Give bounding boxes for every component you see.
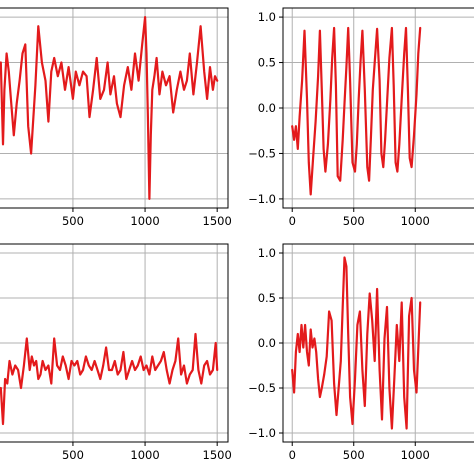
y-tick-label: 0.0 [258, 336, 276, 350]
y-tick-label: 0.0 [258, 101, 276, 115]
y-tick-label: 1.0 [258, 246, 276, 260]
x-tick-label: 0 [289, 214, 296, 228]
axes-frame [0, 7, 229, 209]
axes-frame [0, 243, 229, 443]
y-tick-label: −0.5 [248, 381, 276, 395]
series-line-1 [291, 256, 422, 430]
subplot-3: 500 1000 1500 [0, 243, 232, 462]
x-tick-label: 1000 [401, 448, 430, 462]
x-tick-label: 500 [62, 448, 84, 462]
series-line-1 [0, 16, 219, 200]
y-tick-label: −0.5 [248, 146, 276, 160]
subplot-1: 500 1000 1500 [0, 7, 232, 228]
y-tick-label: 1.0 [258, 10, 276, 24]
x-tick-label: 500 [343, 448, 365, 462]
y-tick-label: 0.5 [258, 291, 276, 305]
x-tick-label: 500 [343, 214, 365, 228]
x-tick-label: 1000 [401, 214, 430, 228]
series-line-1 [0, 332, 219, 426]
x-tick-label: 500 [62, 214, 84, 228]
x-tick-label: 1000 [130, 214, 159, 228]
subplot-2: 0 500 1000 1.0 0.5 0.0 −0.5 −1.0 [248, 7, 474, 228]
x-tick-label: 1500 [203, 448, 232, 462]
subplot-4: 0 500 1000 1.0 0.5 0.0 −0.5 −1.0 [248, 243, 474, 462]
x-tick-label: 0 [289, 448, 296, 462]
y-tick-label: −1.0 [248, 192, 276, 206]
x-tick-label: 1000 [130, 448, 159, 462]
series-line-1 [291, 26, 422, 196]
x-tick-label: 1500 [203, 214, 232, 228]
y-tick-label: 0.5 [258, 56, 276, 70]
y-tick-label: −1.0 [248, 426, 276, 440]
